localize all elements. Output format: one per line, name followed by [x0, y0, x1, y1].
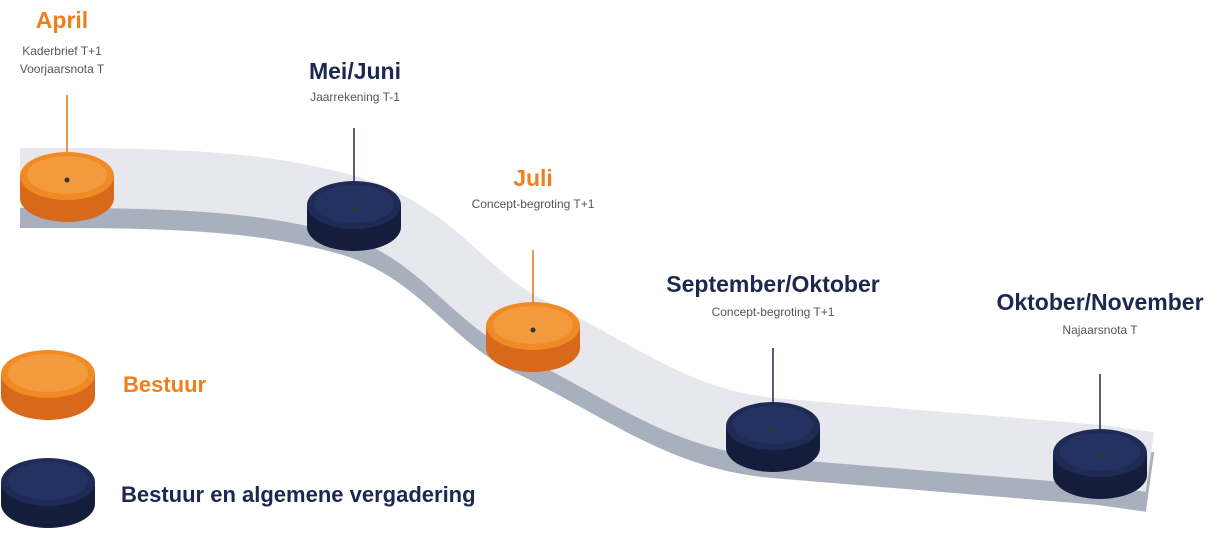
milestone-detail: Jaarrekening T-1	[310, 90, 400, 104]
milestone-title: Juli	[513, 165, 553, 191]
legend-label: Bestuur	[123, 372, 207, 397]
disc	[1053, 429, 1147, 499]
milestone-title: Oktober/November	[996, 289, 1203, 315]
disc	[307, 181, 401, 251]
disc	[726, 402, 820, 472]
milestone-detail: Najaarsnota T	[1062, 323, 1138, 337]
milestone-title: Mei/Juni	[309, 58, 401, 84]
legend-swatch	[1, 458, 95, 528]
milestone-detail: Concept-begroting T+1	[472, 197, 595, 211]
milestone-detail: Concept-begroting T+1	[712, 305, 835, 319]
legend-swatch	[1, 350, 95, 420]
disc	[20, 152, 114, 222]
disc	[486, 302, 580, 372]
timeline-diagram: April Kaderbrief T+1 Voorjaarsnota T Mei…	[0, 0, 1224, 533]
milestone-detail: Kaderbrief T+1	[22, 44, 102, 58]
milestone-title: April	[36, 7, 88, 33]
legend-label: Bestuur en algemene vergadering	[121, 482, 476, 507]
milestone-title: September/Oktober	[666, 271, 879, 297]
milestone-detail: Voorjaarsnota T	[20, 62, 105, 76]
road	[20, 178, 1150, 482]
